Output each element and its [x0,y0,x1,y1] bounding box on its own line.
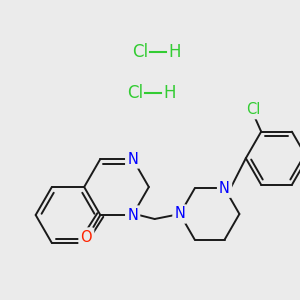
Text: N: N [219,181,230,196]
Text: H: H [163,84,175,102]
Text: N: N [127,152,138,166]
Text: N: N [127,208,138,223]
Text: O: O [80,230,92,244]
Text: Cl: Cl [132,43,148,61]
Text: Cl: Cl [246,102,260,117]
Text: H: H [168,43,181,61]
Text: Cl: Cl [127,84,143,102]
Text: N: N [175,206,185,221]
